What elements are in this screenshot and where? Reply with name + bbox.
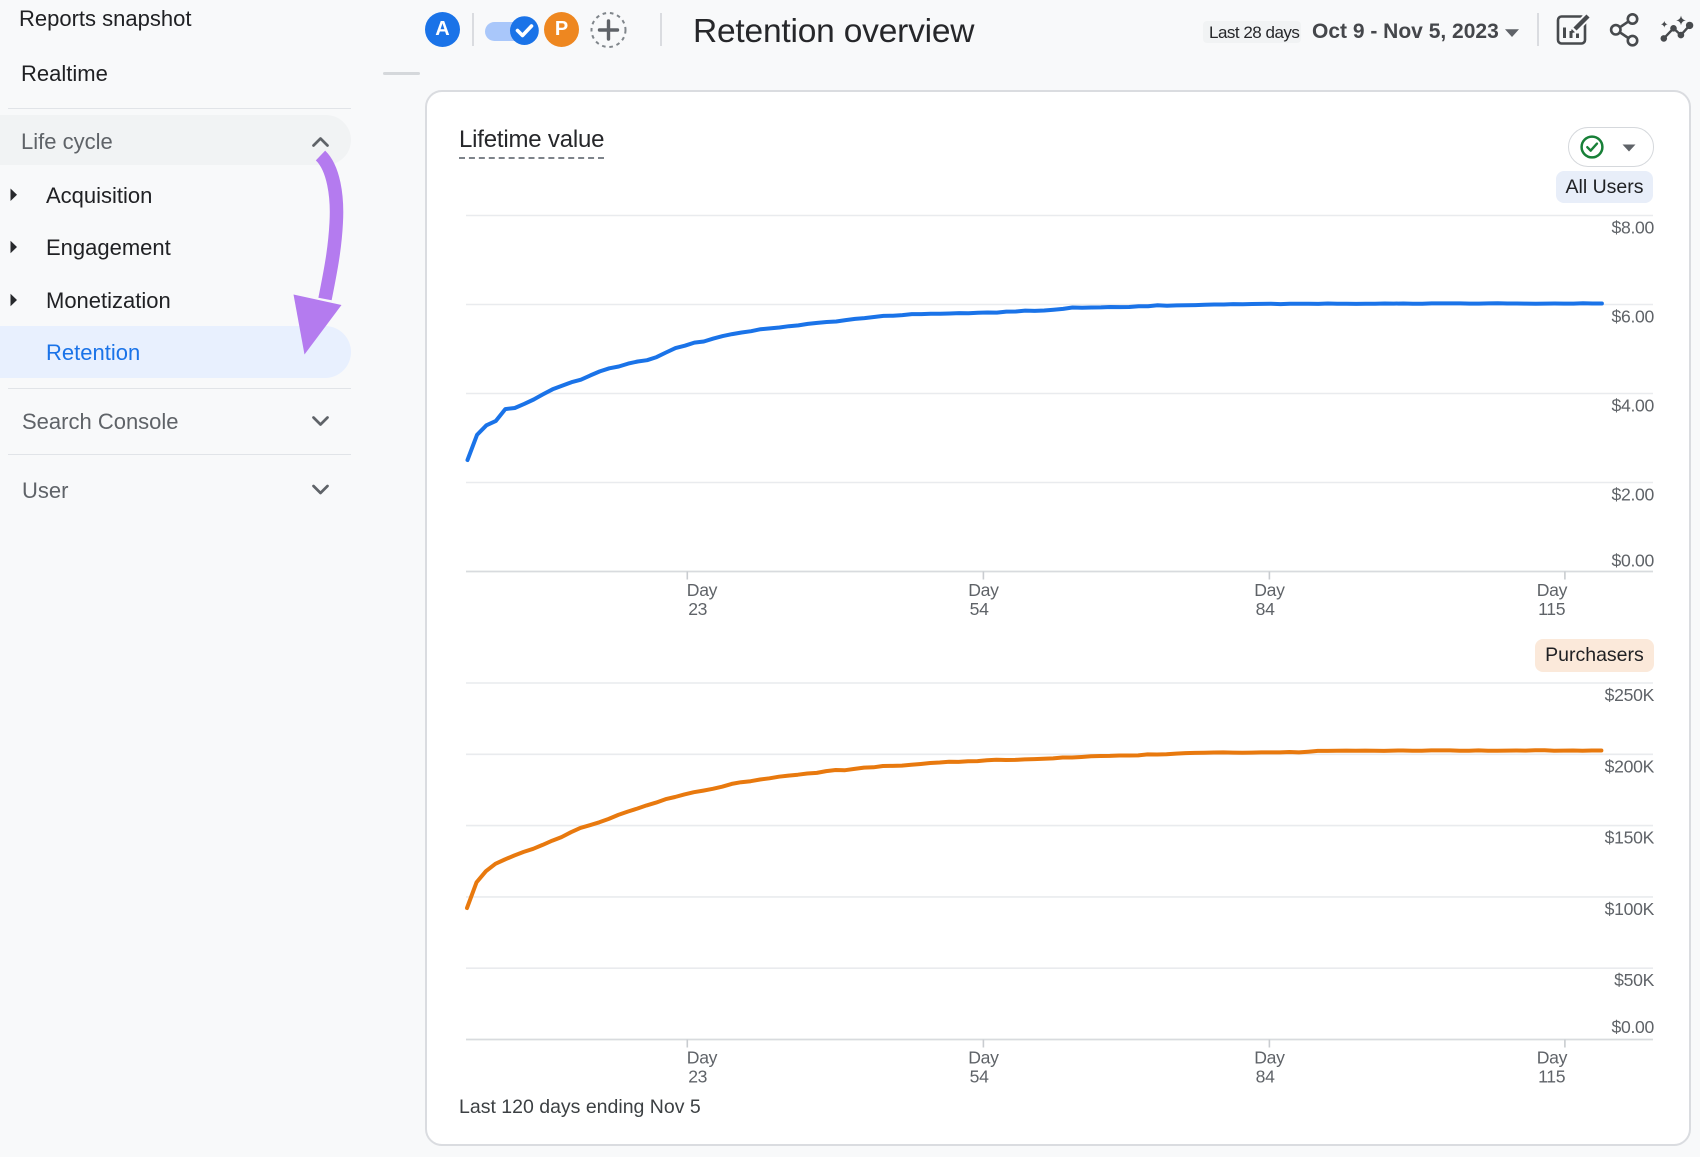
svg-text:23: 23 <box>688 599 707 619</box>
svg-text:$200K: $200K <box>1605 756 1655 776</box>
svg-text:$2.00: $2.00 <box>1611 485 1654 505</box>
svg-text:$8.00: $8.00 <box>1611 218 1654 238</box>
svg-text:84: 84 <box>1256 599 1275 619</box>
svg-text:$0.00: $0.00 <box>1611 550 1654 570</box>
svg-text:$150K: $150K <box>1605 828 1655 848</box>
svg-text:54: 54 <box>970 1067 989 1087</box>
svg-text:Day: Day <box>687 580 718 600</box>
svg-text:54: 54 <box>970 599 989 619</box>
svg-text:$6.00: $6.00 <box>1611 307 1654 327</box>
svg-text:Day: Day <box>1254 580 1285 600</box>
svg-text:$100K: $100K <box>1605 899 1655 919</box>
svg-text:Day: Day <box>968 1048 999 1068</box>
svg-text:84: 84 <box>1256 1067 1275 1087</box>
svg-text:Day: Day <box>1537 1048 1568 1068</box>
svg-text:Day: Day <box>1537 580 1568 600</box>
svg-text:115: 115 <box>1538 599 1566 619</box>
svg-text:Day: Day <box>687 1048 718 1068</box>
svg-text:Day: Day <box>1254 1048 1285 1068</box>
svg-text:$0.00: $0.00 <box>1611 1017 1654 1037</box>
svg-text:115: 115 <box>1538 1067 1566 1087</box>
svg-text:$50K: $50K <box>1614 970 1654 990</box>
svg-text:23: 23 <box>688 1067 707 1087</box>
svg-text:$250K: $250K <box>1605 685 1655 705</box>
svg-text:Day: Day <box>968 580 999 600</box>
svg-text:$4.00: $4.00 <box>1611 396 1654 416</box>
